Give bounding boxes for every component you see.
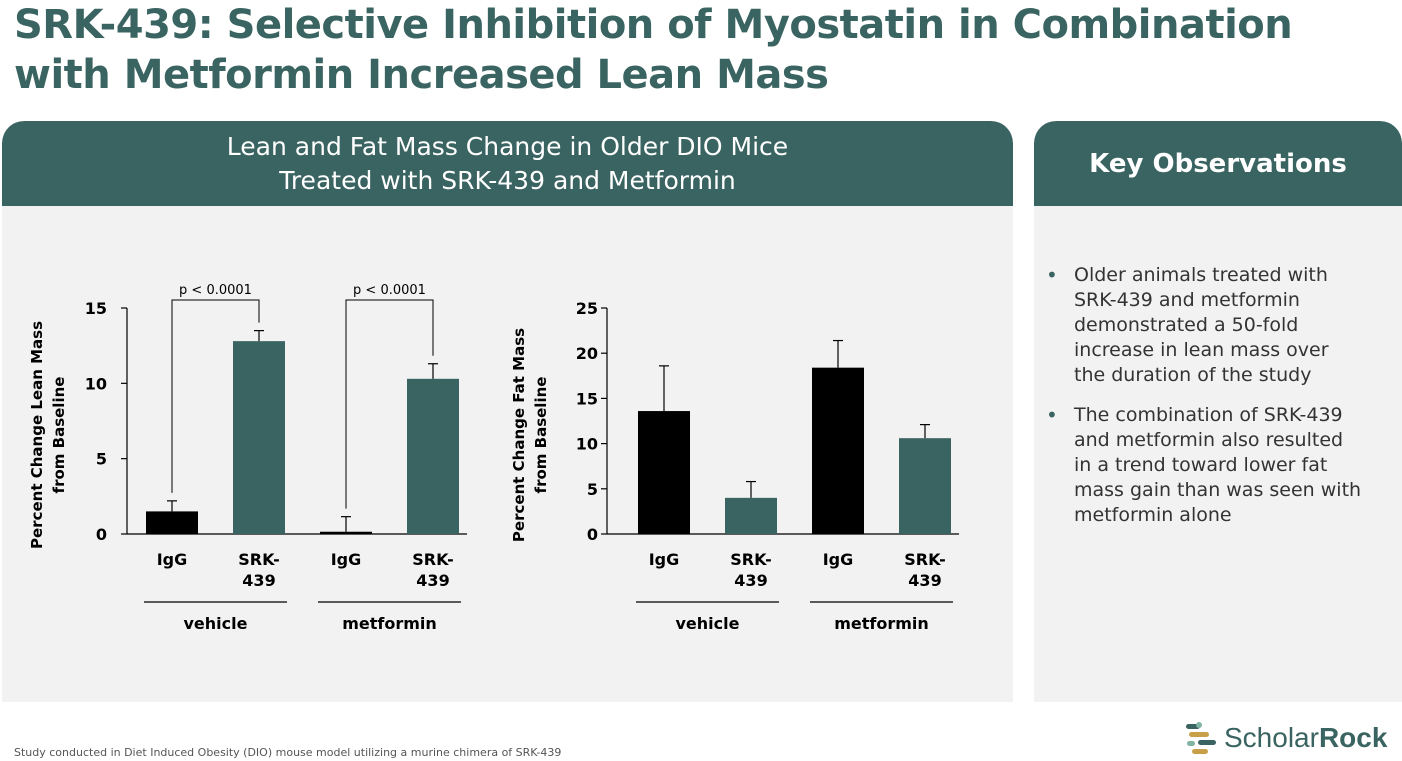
observation-item: • The combination of SRK-439 and metform…	[1046, 403, 1396, 528]
observation-line: in a trend toward lower fat	[1074, 454, 1328, 476]
significance-bracket	[171, 299, 260, 493]
y-axis-label: Percent Change Fat Mass	[510, 328, 528, 542]
y-tick-label: 25	[576, 299, 598, 318]
x-tick-label: IgG	[331, 550, 362, 569]
scholar-rock-logo: ScholarRock	[1184, 720, 1394, 760]
logo-text-bold: Rock	[1318, 722, 1388, 753]
bar	[320, 531, 372, 534]
x-tick-label: IgG	[823, 550, 854, 569]
group-label: vehicle	[184, 614, 248, 633]
bar	[899, 438, 951, 534]
x-tick-label: SRK-	[904, 550, 946, 569]
bullet-dot-icon: •	[1046, 403, 1058, 427]
slide-title-line2: with Metformin Increased Lean Mass	[14, 52, 829, 98]
observation-line: demonstrated a 50-fold	[1074, 314, 1299, 336]
observation-line: the duration of the study	[1074, 364, 1312, 386]
observation-line: mass gain than was seen with	[1074, 479, 1362, 501]
y-axis-label: from Baseline	[532, 377, 550, 494]
group-label: vehicle	[676, 614, 740, 633]
x-tick-label: IgG	[157, 550, 188, 569]
observation-item: • Older animals treated with SRK-439 and…	[1046, 263, 1396, 388]
chart-panel-title-line2: Treated with SRK-439 and Metformin	[279, 165, 736, 195]
bar	[638, 411, 690, 534]
y-axis-label: Percent Change Lean Mass	[28, 321, 46, 549]
y-axis-label: from Baseline	[50, 377, 68, 494]
bar	[146, 511, 198, 534]
y-tick-label: 20	[576, 344, 598, 363]
observation-line: The combination of SRK-439	[1074, 404, 1343, 426]
x-tick-label: SRK-	[238, 550, 280, 569]
y-tick-label: 15	[85, 299, 107, 318]
observation-line: SRK-439 and metformin	[1074, 289, 1300, 311]
footnote: Study conducted in Diet Induced Obesity …	[14, 746, 562, 759]
x-tick-label: 439	[908, 571, 941, 590]
significance-label: p < 0.0001	[353, 283, 426, 298]
y-tick-label: 10	[85, 374, 107, 393]
key-observations-header: Key Observations	[1034, 121, 1402, 206]
observation-line: metformin alone	[1074, 504, 1232, 526]
observation-line: Older animals treated with	[1074, 264, 1328, 286]
y-tick-label: 0	[587, 525, 598, 544]
y-tick-label: 10	[576, 435, 598, 454]
key-observations-panel: Key Observations • Older animals treated…	[1034, 121, 1402, 702]
x-tick-label: SRK-	[412, 550, 454, 569]
x-tick-label: SRK-	[730, 550, 772, 569]
logo-mark-icon	[1186, 722, 1216, 754]
bullet-dot-icon: •	[1046, 263, 1058, 287]
bar	[812, 367, 864, 534]
y-tick-label: 15	[576, 389, 598, 408]
logo-text: ScholarRock	[1224, 722, 1387, 754]
group-label: metformin	[342, 614, 437, 633]
bar	[233, 341, 285, 534]
significance-label: p < 0.0001	[179, 283, 252, 298]
x-tick-label: 439	[242, 571, 275, 590]
slide-title-line1: SRK-439: Selective Inhibition of Myostat…	[14, 2, 1293, 48]
group-label: metformin	[834, 614, 929, 633]
key-observations-list: • Older animals treated with SRK-439 and…	[1046, 263, 1396, 543]
y-tick-label: 5	[587, 480, 598, 499]
y-tick-label: 0	[96, 525, 107, 544]
significance-bracket	[345, 299, 434, 509]
bar	[407, 378, 459, 534]
bar	[725, 497, 777, 534]
slide-title: SRK-439: Selective Inhibition of Myostat…	[14, 0, 1384, 100]
observation-line: and metformin also resulted	[1074, 429, 1344, 451]
x-tick-label: 439	[416, 571, 449, 590]
chart-panel-title-line1: Lean and Fat Mass Change in Older DIO Mi…	[226, 131, 789, 161]
y-tick-label: 5	[96, 450, 107, 469]
logo-text-light: Scholar	[1224, 722, 1319, 753]
chart-panel-header: Lean and Fat Mass Change in Older DIO Mi…	[2, 121, 1013, 206]
x-tick-label: IgG	[649, 550, 680, 569]
x-tick-label: 439	[734, 571, 767, 590]
observation-line: increase in lean mass over	[1074, 339, 1329, 361]
